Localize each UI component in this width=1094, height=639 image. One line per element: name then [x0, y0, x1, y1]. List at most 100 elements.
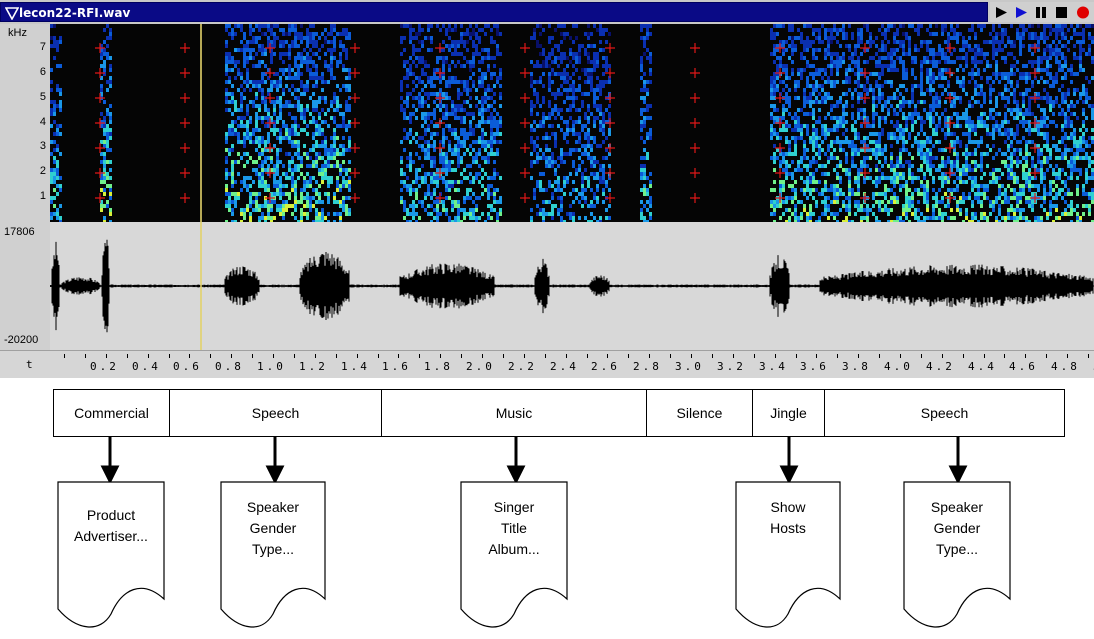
pause-icon[interactable]: [1034, 6, 1048, 19]
doc-line: Album...: [488, 541, 540, 557]
doc-line: Title: [501, 520, 527, 536]
grid-cross: [435, 193, 445, 203]
grid-cross: [350, 68, 360, 78]
grid-cross: [435, 168, 445, 178]
record-icon[interactable]: [1074, 6, 1090, 19]
grid-cross: [605, 43, 615, 53]
time-tick: [754, 354, 755, 358]
time-tick: [1004, 354, 1005, 358]
frequency-tick: 5: [39, 91, 46, 103]
segment-speech: Speech: [920, 405, 969, 421]
doc-line: Type...: [251, 541, 295, 557]
time-tick: [566, 354, 567, 358]
grid-cross: [605, 93, 615, 103]
time-tick: [252, 354, 253, 358]
time-tick: [315, 354, 316, 358]
grid-cross: [690, 143, 700, 153]
grid-cross: [945, 193, 955, 203]
grid-cross: [180, 68, 190, 78]
time-tick-label: 1.0: [257, 360, 286, 373]
playhead-cursor[interactable]: [200, 24, 202, 350]
file-title-bar[interactable]: lecon22-RFI.wav: [0, 2, 988, 22]
time-tick-label: 2.2: [508, 360, 537, 373]
time-tick: [837, 354, 838, 358]
doc-line: Singer: [493, 499, 535, 515]
frequency-tick: 6: [39, 66, 46, 78]
grid-cross: [605, 168, 615, 178]
time-tick-label: 4.6: [1009, 360, 1038, 373]
doc-line: Advertiser...: [74, 528, 148, 544]
play-selection-icon[interactable]: [1014, 6, 1028, 19]
time-tick: [461, 354, 462, 358]
grid-cross: [775, 93, 785, 103]
grid-cross: [860, 118, 870, 128]
amplitude-min-label: -20200: [4, 334, 39, 346]
time-tick: [231, 354, 232, 358]
time-tick: [357, 354, 358, 358]
time-tick: [210, 354, 211, 358]
time-tick: [858, 354, 859, 358]
grid-cross: [775, 118, 785, 128]
time-tick-label: 2.8: [633, 360, 662, 373]
grid-cross: [945, 168, 955, 178]
time-tick-label: 4.0: [884, 360, 913, 373]
frequency-tick: 3: [39, 140, 46, 152]
time-tick: [628, 354, 629, 358]
metadata-document: Singer Title Album...: [460, 481, 568, 637]
grid-cross: [350, 168, 360, 178]
spectrogram[interactable]: [50, 24, 1094, 222]
grid-cross: [520, 68, 530, 78]
grid-cross: [775, 68, 785, 78]
play-icon[interactable]: [994, 6, 1008, 19]
time-tick: [691, 354, 692, 358]
time-tick: [419, 354, 420, 358]
time-tick: [148, 354, 149, 358]
grid-cross: [180, 93, 190, 103]
grid-cross: [1030, 193, 1040, 203]
grid-cross: [690, 168, 700, 178]
arrow-head: [779, 465, 799, 483]
doc-line: Speaker: [246, 499, 300, 515]
time-tick: [127, 354, 128, 358]
segment-silence: Silence: [647, 390, 753, 436]
doc-line: Show: [770, 499, 806, 515]
doc-line: Type...: [935, 541, 979, 557]
grid-cross: [435, 43, 445, 53]
segment-jingle: Jingle: [753, 390, 825, 436]
time-tick-label: 2.6: [591, 360, 620, 373]
grid-cross: [945, 68, 955, 78]
grid-cross: [690, 68, 700, 78]
time-tick-label: 1.2: [299, 360, 328, 373]
time-tick: [963, 354, 964, 358]
grid-cross: [860, 43, 870, 53]
collapse-triangle-icon[interactable]: [5, 6, 19, 20]
grid-cross: [180, 168, 190, 178]
stop-icon[interactable]: [1054, 6, 1068, 19]
time-tick: [440, 354, 441, 358]
time-tick-label: 0.2: [90, 360, 119, 373]
time-tick: [1025, 354, 1026, 358]
grid-cross: [350, 143, 360, 153]
time-tick: [336, 354, 337, 358]
grid-cross: [690, 93, 700, 103]
time-tick: [294, 354, 295, 358]
document-shape-icon: [903, 481, 1011, 628]
time-tick: [942, 354, 943, 358]
grid-cross: [180, 143, 190, 153]
arrow-head: [100, 465, 120, 483]
arrows: [100, 437, 968, 483]
grid-cross: [180, 118, 190, 128]
grid-cross: [775, 143, 785, 153]
grid-cross: [860, 143, 870, 153]
segment-bar: Commercial Speech Music Silence Jingle S…: [53, 389, 1065, 437]
frequency-unit: kHz: [8, 27, 27, 39]
grid-cross: [265, 168, 275, 178]
time-tick: [900, 354, 901, 358]
grid-cross: [945, 43, 955, 53]
frequency-tick: 7: [39, 41, 46, 53]
metadata-document: Speaker Gender Type...: [903, 481, 1011, 637]
time-tick-label: 3.6: [800, 360, 829, 373]
waveform[interactable]: [50, 222, 1094, 350]
grid-cross: [435, 118, 445, 128]
amplitude-axis: 17806 -20200: [0, 222, 50, 350]
